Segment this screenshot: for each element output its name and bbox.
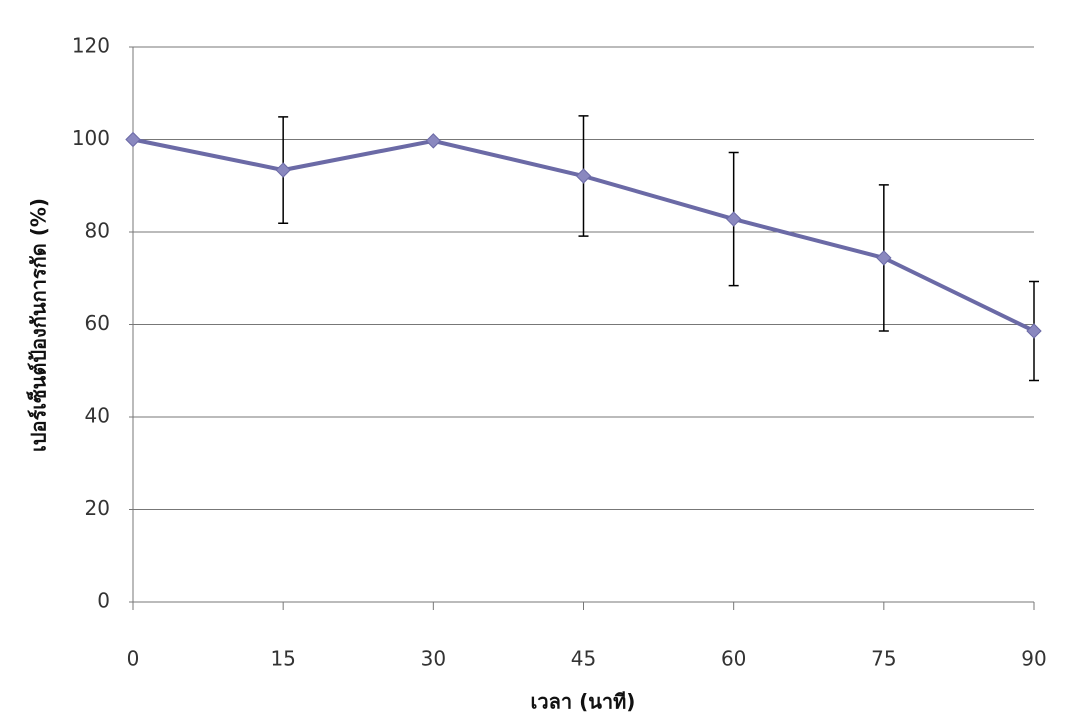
background	[0, 0, 1068, 721]
x-tick-label: 45	[571, 647, 596, 671]
y-tick-label: 40	[85, 404, 110, 428]
x-tick-label: 30	[421, 647, 446, 671]
y-tick-label: 100	[72, 126, 110, 150]
y-tick-label: 80	[85, 219, 110, 243]
y-tick-label: 20	[85, 496, 110, 520]
x-tick-label: 90	[1021, 647, 1046, 671]
x-tick-label: 60	[721, 647, 746, 671]
x-tick-label: 75	[871, 647, 896, 671]
x-tick-label: 15	[270, 647, 295, 671]
y-tick-label: 120	[72, 34, 110, 58]
y-axis-label: เปอร์เซ็นต์ป้องกันการกัด (%)	[26, 198, 51, 452]
chart: เวลา (นาที) เปอร์เซ็นต์ป้องกันการกัด (%)…	[0, 0, 1068, 721]
y-tick-label: 0	[97, 589, 110, 613]
y-tick-label: 60	[85, 311, 110, 335]
x-axis-label: เวลา (นาที)	[531, 690, 636, 714]
x-tick-label: 0	[127, 647, 140, 671]
